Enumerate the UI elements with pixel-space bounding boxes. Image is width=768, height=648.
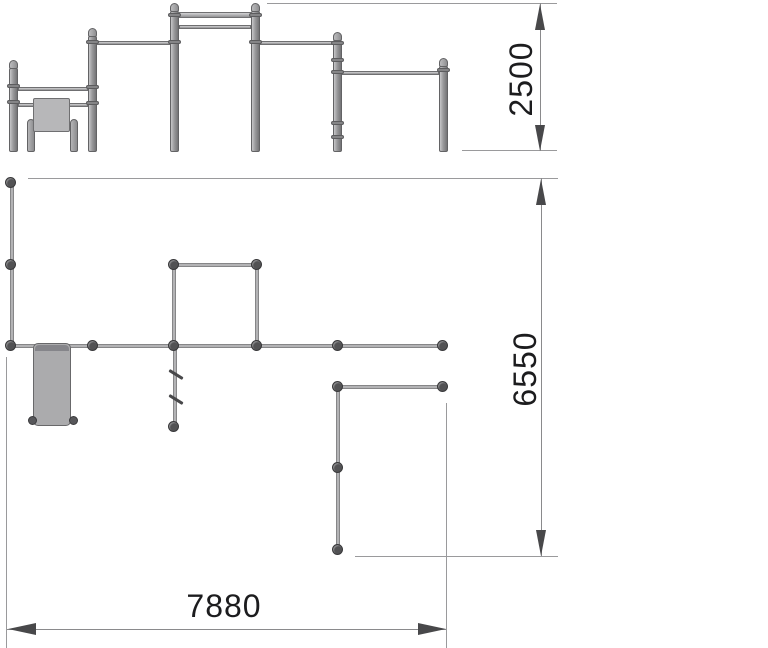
post [88,36,97,152]
frame-tube [11,344,445,348]
clamp-collar [331,41,344,45]
post-node [332,462,343,473]
clamp-collar [331,70,344,74]
post-node [251,340,262,351]
arrowhead-down-icon [536,530,546,556]
post [170,11,179,152]
dimension-line [541,178,542,556]
clamp-collar [86,40,99,44]
post-node [437,340,448,351]
pullup-bar [179,12,251,18]
post-node [332,340,343,351]
post-node [168,340,179,351]
bench-foot [28,416,37,425]
extension-line [355,556,558,557]
horizontal-bar [18,87,88,91]
arrowhead-down-icon [535,125,545,151]
bench-plan [33,343,71,426]
horizontal-bar [342,71,439,75]
post-cap [439,58,448,67]
post-cap [88,28,97,37]
frame-tube [173,347,177,427]
post [9,68,18,152]
post-cap [251,3,260,12]
pullup-bar [179,25,251,29]
post-node [5,259,16,270]
dimension-line [540,3,541,151]
clamp-collar [249,13,262,17]
post-node [5,177,16,188]
post [439,66,448,152]
arrowhead-up-icon [535,4,545,30]
bench-backrest-edge [35,345,69,351]
dimension-label-depth: 6550 [507,331,543,407]
clamp-collar [7,84,20,88]
clamp-collar [331,121,344,125]
bench-backrest [33,98,70,132]
bench-leg [27,119,35,152]
clamp-collar [331,58,344,62]
clamp-collar [331,135,344,139]
bench-foot [69,416,78,425]
post-node [87,340,98,351]
frame-tube [255,265,259,346]
clamp-collar [86,85,99,89]
horizontal-bar [97,41,170,45]
dimension-label-height: 2500 [503,41,539,117]
frame-tube [174,263,258,267]
clamp-collar [437,68,450,72]
arrowhead-left-icon [8,623,36,635]
clamp-collar [249,40,262,44]
post-node [251,259,262,270]
post-cap [170,3,179,12]
post [251,11,260,152]
clamp-collar [7,100,20,104]
arrowhead-up-icon [536,179,546,205]
dimension-line [7,629,446,630]
horizontal-bar [260,41,333,45]
post-cap [333,32,342,41]
extension-line [267,3,557,4]
post-cap [9,60,18,69]
extension-line [28,178,558,179]
bench-leg [70,119,78,152]
extension-line [462,150,557,151]
post-node [332,381,343,392]
frame-tube [338,385,443,389]
post-node [332,544,343,555]
clamp-collar [168,13,181,17]
dimension-label-width: 7880 [186,588,262,624]
post-node [168,421,179,432]
extension-line [6,357,7,648]
extension-line [446,403,447,648]
frame-tube [172,265,176,346]
post-node [437,381,448,392]
clamp-collar [86,101,99,105]
post-node [168,259,179,270]
arrowhead-right-icon [418,623,446,635]
clamp-collar [168,40,181,44]
post-node [5,340,16,351]
